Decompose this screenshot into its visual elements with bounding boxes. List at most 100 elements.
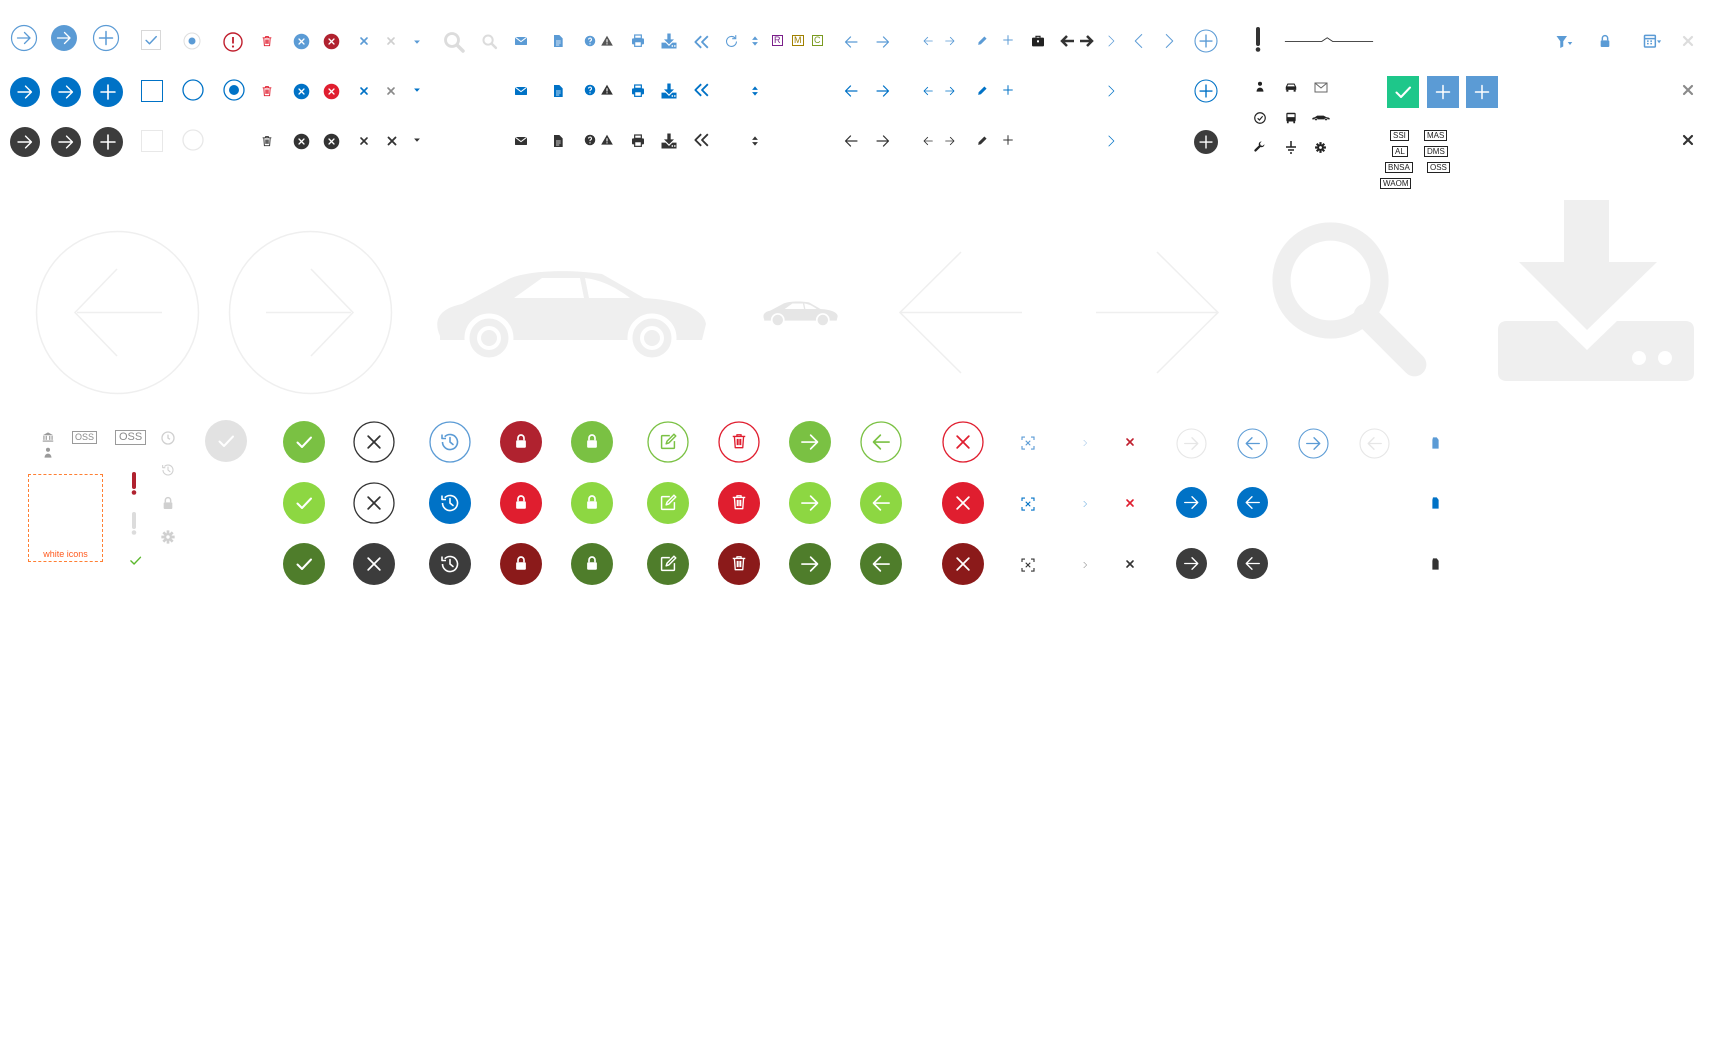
- download-icon[interactable]: [659, 31, 679, 51]
- document-icon[interactable]: [550, 83, 566, 99]
- close-circle-icon[interactable]: [942, 482, 984, 524]
- arrow-left-circle-icon[interactable]: [1237, 548, 1268, 579]
- arrow-left-circle-icon[interactable]: [1359, 428, 1390, 459]
- edit-icon[interactable]: [647, 543, 689, 585]
- arrow-right-circle-icon[interactable]: [51, 127, 81, 157]
- unlock-icon[interactable]: [571, 482, 613, 524]
- plus-circle-icon[interactable]: [93, 127, 123, 157]
- close-icon[interactable]: [385, 85, 397, 97]
- envelope-icon[interactable]: [513, 133, 529, 149]
- download-icon[interactable]: [659, 131, 679, 151]
- help-icon[interactable]: [583, 133, 597, 147]
- pencil-icon[interactable]: [976, 34, 989, 47]
- arrow-right-circle-icon[interactable]: [10, 24, 38, 52]
- close-icon[interactable]: [1680, 132, 1696, 148]
- document-icon[interactable]: [550, 33, 566, 49]
- search-icon[interactable]: [442, 30, 466, 54]
- document-icon[interactable]: [550, 133, 566, 149]
- arrow-right-circle-icon[interactable]: [10, 127, 40, 157]
- arrow-left-right-icon[interactable]: [1060, 33, 1094, 49]
- pencil-icon[interactable]: [976, 84, 989, 97]
- arrow-left-icon[interactable]: [840, 80, 862, 102]
- arrow-right-icon[interactable]: [872, 80, 894, 102]
- print-icon[interactable]: [630, 33, 646, 49]
- close-circle-icon[interactable]: [293, 133, 310, 150]
- trash-icon[interactable]: [718, 543, 760, 585]
- edit-icon[interactable]: [647, 421, 689, 463]
- trash-icon[interactable]: [260, 34, 274, 48]
- close-circle-icon[interactable]: [293, 33, 310, 50]
- slider-line-icon[interactable]: [1282, 36, 1376, 45]
- history-icon[interactable]: [429, 543, 471, 585]
- chevron-left-icon[interactable]: [1130, 29, 1148, 53]
- arrow-left-icon[interactable]: [840, 31, 862, 53]
- arrow-left-circle-icon[interactable]: [860, 482, 902, 524]
- add-button[interactable]: [1427, 76, 1459, 108]
- arrow-right-circle-icon[interactable]: [789, 543, 831, 585]
- checkbox-icon[interactable]: [141, 130, 163, 152]
- arrow-right-circle-icon[interactable]: [1176, 428, 1207, 459]
- close-circle-icon[interactable]: [353, 421, 395, 463]
- radio-icon[interactable]: [223, 79, 245, 101]
- trash-icon[interactable]: [260, 134, 274, 148]
- plus-circle-icon[interactable]: [93, 77, 123, 107]
- chevron-right-icon[interactable]: [1081, 499, 1089, 509]
- trash-icon[interactable]: [718, 482, 760, 524]
- arrow-right-circle-icon[interactable]: [789, 482, 831, 524]
- check-circle-icon[interactable]: [283, 421, 325, 463]
- fit-screen-icon[interactable]: [1019, 434, 1037, 452]
- close-icon[interactable]: [385, 134, 399, 148]
- help-icon[interactable]: [583, 34, 597, 48]
- help-icon[interactable]: [583, 83, 597, 97]
- history-icon[interactable]: [429, 482, 471, 524]
- trash-icon[interactable]: [718, 421, 760, 463]
- close-icon[interactable]: [1124, 436, 1136, 448]
- sort-icon[interactable]: [748, 134, 762, 148]
- arrow-right-icon[interactable]: [942, 83, 958, 99]
- fit-screen-icon[interactable]: [1019, 495, 1037, 513]
- add-button[interactable]: [1466, 76, 1498, 108]
- download-icon[interactable]: [659, 81, 679, 101]
- caret-down-icon[interactable]: [410, 133, 424, 147]
- envelope-icon[interactable]: [513, 33, 529, 49]
- envelope-icon[interactable]: [513, 83, 529, 99]
- arrow-right-circle-icon[interactable]: [10, 77, 40, 107]
- pin-icon[interactable]: [1428, 494, 1443, 512]
- arrow-right-icon[interactable]: [942, 133, 958, 149]
- check-circle-icon[interactable]: [283, 543, 325, 585]
- edit-icon[interactable]: [647, 482, 689, 524]
- history-icon[interactable]: [429, 421, 471, 463]
- close-icon[interactable]: [1680, 82, 1696, 98]
- close-circle-icon[interactable]: [293, 83, 310, 100]
- caret-down-icon[interactable]: [410, 83, 424, 97]
- refresh-icon[interactable]: [723, 33, 740, 50]
- double-chevron-left-icon[interactable]: [692, 80, 712, 100]
- print-icon[interactable]: [630, 133, 646, 149]
- arrow-right-icon[interactable]: [872, 130, 894, 152]
- radio-icon[interactable]: [182, 79, 204, 101]
- close-icon[interactable]: [358, 35, 370, 47]
- close-icon[interactable]: [358, 85, 370, 97]
- close-circle-icon[interactable]: [942, 421, 984, 463]
- close-circle-icon[interactable]: [323, 33, 340, 50]
- arrow-left-circle-icon[interactable]: [1237, 487, 1268, 518]
- alert-circle-icon[interactable]: [223, 32, 243, 52]
- plus-circle-icon[interactable]: [1194, 130, 1218, 154]
- chevron-right-icon[interactable]: [1081, 438, 1089, 448]
- close-icon[interactable]: [1680, 33, 1696, 49]
- plus-icon[interactable]: [1000, 32, 1016, 48]
- arrow-left-circle-icon[interactable]: [860, 543, 902, 585]
- check-button[interactable]: [1387, 76, 1419, 108]
- chevron-right-icon[interactable]: [1104, 132, 1118, 150]
- double-chevron-left-icon[interactable]: [692, 32, 712, 52]
- plus-icon[interactable]: [1000, 82, 1016, 98]
- arrow-right-icon[interactable]: [872, 31, 894, 53]
- unlock-icon[interactable]: [571, 421, 613, 463]
- chevron-right-icon[interactable]: [1104, 82, 1118, 100]
- arrow-right-circle-icon[interactable]: [1176, 487, 1207, 518]
- check-circle-icon[interactable]: [283, 482, 325, 524]
- close-circle-icon[interactable]: [323, 133, 340, 150]
- check-circle-icon[interactable]: [205, 420, 247, 462]
- arrow-left-icon[interactable]: [840, 130, 862, 152]
- close-circle-icon[interactable]: [353, 543, 395, 585]
